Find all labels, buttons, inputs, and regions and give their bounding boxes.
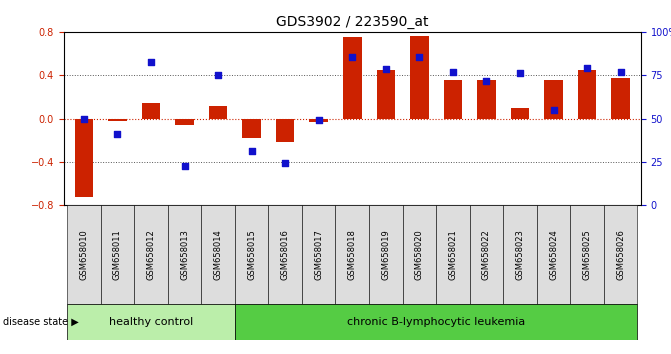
Bar: [235, 304, 637, 340]
Bar: [611, 79, 630, 119]
Point: [448, 69, 458, 75]
Bar: [578, 70, 597, 119]
Bar: [537, 205, 570, 304]
Point: [582, 65, 592, 70]
Bar: [436, 205, 470, 304]
Text: GSM658018: GSM658018: [348, 229, 357, 280]
Text: healthy control: healthy control: [109, 317, 193, 327]
Point: [548, 107, 559, 113]
Bar: [67, 205, 101, 304]
Bar: [67, 304, 235, 340]
Text: GSM658017: GSM658017: [314, 229, 323, 280]
Text: chronic B-lymphocytic leukemia: chronic B-lymphocytic leukemia: [347, 317, 525, 327]
Point: [414, 54, 425, 59]
Point: [313, 117, 324, 122]
Bar: [309, 119, 328, 122]
Point: [380, 66, 391, 72]
Bar: [544, 80, 563, 119]
Bar: [410, 36, 429, 119]
Text: GSM658010: GSM658010: [79, 229, 89, 280]
Bar: [336, 205, 369, 304]
Bar: [477, 80, 496, 119]
Bar: [570, 205, 604, 304]
Bar: [444, 80, 462, 119]
Text: GSM658023: GSM658023: [515, 229, 525, 280]
Bar: [242, 119, 261, 138]
Text: GSM658013: GSM658013: [180, 229, 189, 280]
Bar: [74, 119, 93, 197]
Bar: [235, 205, 268, 304]
Text: GSM658015: GSM658015: [247, 229, 256, 280]
Bar: [604, 205, 637, 304]
Bar: [175, 119, 194, 125]
Text: GSM658025: GSM658025: [582, 229, 592, 280]
Text: GSM658020: GSM658020: [415, 229, 424, 280]
Text: GSM658021: GSM658021: [448, 229, 458, 280]
Bar: [209, 105, 227, 119]
Title: GDS3902 / 223590_at: GDS3902 / 223590_at: [276, 16, 429, 29]
Text: GSM658016: GSM658016: [280, 229, 290, 280]
Point: [79, 116, 89, 121]
Bar: [302, 205, 336, 304]
Point: [146, 59, 156, 65]
Bar: [511, 108, 529, 119]
Text: GSM658019: GSM658019: [381, 229, 391, 280]
Bar: [276, 119, 295, 142]
Bar: [142, 103, 160, 119]
Bar: [134, 205, 168, 304]
Text: GSM658026: GSM658026: [616, 229, 625, 280]
Bar: [403, 205, 436, 304]
Point: [246, 148, 257, 154]
Bar: [369, 205, 403, 304]
Text: GSM658014: GSM658014: [213, 229, 223, 280]
Bar: [503, 205, 537, 304]
Point: [515, 70, 525, 76]
Bar: [268, 205, 302, 304]
Text: GSM658022: GSM658022: [482, 229, 491, 280]
Bar: [376, 70, 395, 119]
Text: GSM658024: GSM658024: [549, 229, 558, 280]
Point: [481, 78, 492, 84]
Bar: [343, 37, 362, 119]
Point: [347, 54, 358, 59]
Bar: [108, 119, 127, 121]
Bar: [168, 205, 201, 304]
Bar: [101, 205, 134, 304]
Point: [112, 131, 123, 137]
Point: [213, 73, 223, 78]
Point: [179, 164, 190, 169]
Point: [280, 160, 291, 166]
Text: disease state ▶: disease state ▶: [3, 317, 79, 327]
Bar: [470, 205, 503, 304]
Point: [615, 69, 626, 75]
Text: GSM658012: GSM658012: [146, 229, 156, 280]
Text: GSM658011: GSM658011: [113, 229, 122, 280]
Bar: [201, 205, 235, 304]
